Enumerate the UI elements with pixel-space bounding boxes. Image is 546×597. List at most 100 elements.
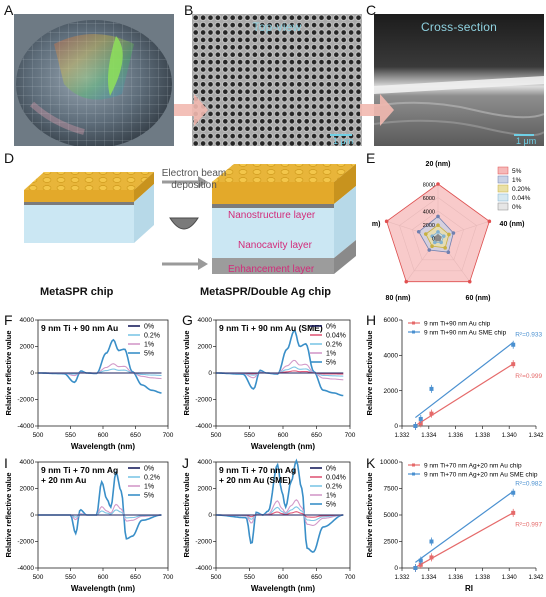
panel-label-e: E xyxy=(366,150,376,166)
radar-point xyxy=(441,234,446,238)
metaspr-chip-label: MetaSPR chip xyxy=(40,286,114,298)
legend-label: 1% xyxy=(144,484,154,491)
x-tick-label: 550 xyxy=(65,432,76,439)
legend-label: 0% xyxy=(326,324,336,331)
x-tick-label: 1.334 xyxy=(421,433,437,439)
x-tick-label: 500 xyxy=(211,574,222,581)
y-tick-label: 2000 xyxy=(20,344,35,351)
sem-top-view: Top-view 1 μm xyxy=(192,14,362,146)
line-chart-g: 500 550 600 650 700 4000 2000 0 -2000 -4000 Wavele… xyxy=(182,317,356,451)
arrow-a-to-b-icon xyxy=(174,94,208,126)
top-view-title: Top-view xyxy=(252,20,302,34)
legend-label: 0% xyxy=(326,466,336,473)
radar-point xyxy=(384,219,389,224)
chart-annotation: 9 nm Ti + 70 nm Ag xyxy=(41,465,118,475)
r-squared-label: R²=0.999 xyxy=(515,373,542,380)
chart-annotation: + 20 nm Au (SME) xyxy=(219,475,291,485)
chart-annotation: + 20 nm Au xyxy=(41,475,86,485)
metaspr-double-ag-chip xyxy=(212,164,356,274)
x-tick-label: 1.338 xyxy=(475,575,491,581)
data-point xyxy=(511,490,516,495)
legend-label: 5% xyxy=(144,493,154,500)
y-tick-label: 2000 xyxy=(198,344,213,351)
x-tick-label: 650 xyxy=(130,574,141,581)
x-tick-label: 550 xyxy=(244,432,255,439)
nanostructure-layer-label: Nanostructure layer xyxy=(228,210,316,221)
data-point xyxy=(418,421,423,426)
legend-swatch xyxy=(497,175,509,184)
r-squared-label: R²=0.997 xyxy=(515,522,542,529)
legend-label: 5% xyxy=(512,168,522,175)
x-tick-label: 700 xyxy=(345,574,356,581)
x-tick-label: 1.340 xyxy=(502,575,518,581)
x-tick-label: 600 xyxy=(278,574,289,581)
panel-label-a: A xyxy=(4,2,14,18)
x-tick-label: 500 xyxy=(211,432,222,439)
radar-point xyxy=(447,232,451,237)
x-tick-label: 500 xyxy=(33,574,44,581)
legend-label: 0.2% xyxy=(144,475,160,482)
radar-point xyxy=(434,235,438,240)
radar-axis-label: 40 (nm) xyxy=(500,221,525,228)
data-point xyxy=(418,416,423,421)
legend-label: 9 nm Ti+90 nm Au SME chip xyxy=(424,329,507,336)
y-axis-label: Relative reflective value xyxy=(365,472,374,557)
data-point xyxy=(418,558,423,563)
radar-axis-label: 60 (nm) xyxy=(466,295,491,302)
data-point xyxy=(413,424,418,428)
y-tick-label: -4000 xyxy=(17,423,34,430)
radar-axis-label: 20 (nm) xyxy=(426,161,451,168)
x-tick-label: 1.342 xyxy=(528,433,544,439)
legend-swatch xyxy=(497,193,509,202)
x-tick-label: 600 xyxy=(98,432,109,439)
y-tick-label: -4000 xyxy=(195,423,212,430)
scale-bar-label: 1 μm xyxy=(333,136,354,146)
fit-line xyxy=(415,341,514,419)
panel-label-f: F xyxy=(4,312,13,328)
legend-label: 9 nm Ti+90 nm Au chip xyxy=(424,320,491,327)
line-chart-f: 500 550 600 650 700 4000 2000 0 -2000 -4000 Wavele… xyxy=(4,317,174,451)
scale-bar xyxy=(514,134,534,136)
radar-point xyxy=(436,223,440,227)
data-point xyxy=(429,386,434,391)
radar-point xyxy=(404,279,409,284)
panel-label-k: K xyxy=(366,455,376,471)
data-point xyxy=(511,342,516,347)
panel-label-i: I xyxy=(4,455,8,471)
radar-point xyxy=(467,279,472,284)
x-tick-label: 700 xyxy=(163,574,174,581)
legend-label: 0% xyxy=(144,466,154,473)
legend-label: 0.2% xyxy=(326,342,342,349)
radial-tick-label: 4000 xyxy=(423,210,435,216)
y-axis-label: Relative reflective value xyxy=(182,472,191,557)
y-tick-label: 6000 xyxy=(384,317,399,324)
y-tick-label: 0 xyxy=(30,370,34,377)
legend-marker xyxy=(412,472,415,476)
panel-label-g: G xyxy=(182,312,193,328)
arrow-b-to-c-icon xyxy=(360,94,394,126)
panel-label-h: H xyxy=(366,312,377,328)
legend-marker xyxy=(412,330,415,334)
radar-point xyxy=(443,246,447,250)
sem-cross-section-image xyxy=(374,14,544,146)
panel-label-j: J xyxy=(182,455,189,471)
x-tick-label: 650 xyxy=(311,432,322,439)
fit-line xyxy=(415,490,514,563)
x-tick-label: 550 xyxy=(65,574,76,581)
enhancement-layer-label: Enhancement layer xyxy=(228,264,315,275)
legend-label: 0.2% xyxy=(144,333,160,340)
data-point xyxy=(429,411,434,416)
legend-label: 1% xyxy=(326,351,336,358)
y-tick-label: 10000 xyxy=(380,459,398,466)
data-point xyxy=(511,362,516,367)
data-point xyxy=(429,555,434,560)
y-tick-label: 4000 xyxy=(20,459,35,466)
metaspr-chip xyxy=(24,172,154,243)
radar-chart-e: 8000 6000 4000 2000 0 20 (nm) 40 (nm) 60 (nm) 80… xyxy=(372,161,531,302)
radar-point xyxy=(436,214,440,219)
legend-swatch xyxy=(497,202,509,211)
y-axis-label: Relative reflective value xyxy=(182,330,191,415)
y-tick-label: 0 xyxy=(30,512,34,519)
y-tick-label: -4000 xyxy=(195,565,212,572)
y-tick-label: 4000 xyxy=(384,353,399,360)
